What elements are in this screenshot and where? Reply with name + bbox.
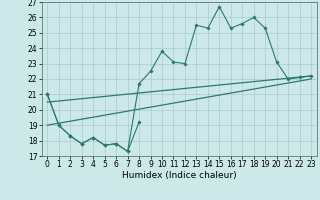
X-axis label: Humidex (Indice chaleur): Humidex (Indice chaleur) — [122, 171, 236, 180]
